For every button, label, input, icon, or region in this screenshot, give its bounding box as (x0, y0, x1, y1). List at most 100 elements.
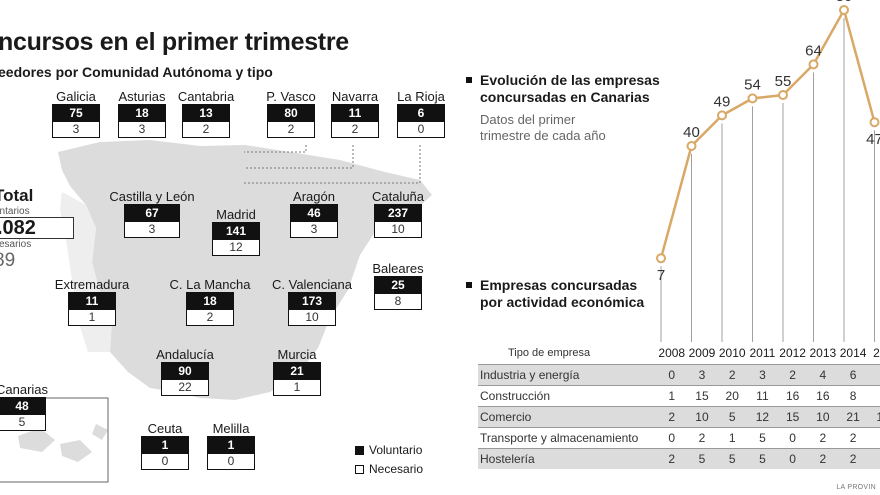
voluntario-count: 18 (186, 292, 234, 309)
row-header-label: Tipo de empresa (508, 346, 591, 359)
table-row: Hostelería25550223 (478, 447, 880, 469)
activity-table: Tipo de empresa 2008 2009 2010 2011 2012… (478, 342, 880, 469)
legend-item-voluntario: Voluntario (355, 443, 422, 457)
table-cell: 2 (777, 363, 808, 385)
table-cell: 20 (717, 384, 748, 406)
necesario-count: 0 (141, 453, 189, 470)
table-cell: 21 (837, 405, 869, 427)
table-cell: 0 (868, 426, 880, 448)
region-cantabria: Cantabria 13 2 (178, 89, 234, 138)
table-cell: 5 (717, 405, 748, 427)
line-chart-title: Evolución de las empresas concursadas en… (466, 72, 680, 106)
table-cell: 10 (868, 405, 880, 427)
region-cvalenciana: C. Valenciana 173 10 (272, 277, 352, 326)
voluntario-count: 75 (52, 104, 100, 121)
voluntario-count: 48 (0, 397, 46, 414)
data-label: 80 (836, 0, 853, 5)
voluntario-count: 46 (290, 204, 338, 221)
region-aragon: Aragón 46 3 (290, 189, 338, 238)
column-header: 201 (873, 345, 880, 360)
line-chart-title-text: Evolución de las empresas concursadas en… (480, 72, 660, 105)
region-name: Aragón (293, 189, 335, 204)
voluntario-count: 21 (273, 362, 321, 379)
table-row: Transporte y almacenamiento02150220 (478, 426, 880, 448)
table-header-row: Tipo de empresa 2008 2009 2010 2011 2012… (478, 342, 880, 364)
table-cell: 12 (747, 405, 778, 427)
total-necesarios-label: cesarios (0, 239, 32, 250)
data-point (747, 93, 758, 104)
table-cell: 3 (747, 363, 778, 385)
voluntario-count: 237 (374, 204, 422, 221)
legend-swatch-necesario (355, 465, 364, 475)
region-name: P. Vasco (266, 89, 316, 104)
table-cell: 10 (807, 405, 838, 427)
row-label: Industria y energía (478, 363, 657, 385)
column-header: 2013 (809, 345, 837, 360)
voluntario-count: 11 (331, 104, 379, 121)
data-label: 55 (775, 73, 792, 90)
page-title: ncursos en el primer trimestre (0, 28, 349, 56)
row-label: Transporte y almacenamiento (478, 426, 657, 448)
region-castillaleon: Castilla y León 67 3 (109, 189, 195, 238)
region-name: Cataluña (371, 189, 425, 204)
necesario-count: 3 (124, 221, 180, 238)
credit-text: LA PROVIN (836, 484, 876, 491)
legend-item-necesario: Necesario (355, 462, 423, 476)
table-cell: 5 (717, 447, 748, 469)
region-name: Melilla (212, 421, 250, 436)
table-cell: 4 (807, 363, 838, 385)
region-madrid: Madrid 141 12 (212, 207, 260, 256)
voluntario-count: 67 (124, 204, 180, 221)
necesario-count: 3 (118, 121, 166, 138)
bullet-icon (466, 77, 472, 83)
voluntario-count: 6 (397, 104, 445, 121)
voluntario-count: 13 (182, 104, 230, 121)
table-cell: 5 (686, 447, 718, 469)
total-block: Total untarios .082 cesarios 89 (0, 186, 78, 272)
region-cataluna: Cataluña 237 10 (372, 189, 424, 238)
voluntario-count: 80 (267, 104, 315, 121)
region-name: Castilla y León (109, 189, 195, 204)
voluntario-count: 173 (288, 292, 336, 309)
region-name: Asturias (118, 89, 166, 104)
region-name: C. La Mancha (169, 277, 251, 292)
larioja-leader-line (244, 145, 421, 184)
necesario-count: 2 (186, 309, 234, 326)
necesario-count: 10 (374, 221, 422, 238)
activity-table-body: Industria y energía03232463Construcción1… (478, 363, 880, 469)
necesario-count: 12 (212, 239, 260, 256)
line-chart-marks: 7 40 49 54 55 64 80 47 (656, 0, 880, 342)
total-necesarios-value: 89 (0, 250, 16, 271)
region-name: Cantabria (177, 89, 235, 104)
data-label: 47 (866, 131, 880, 148)
region-name: Murcia (277, 347, 317, 362)
canarias-inset-frame (0, 397, 109, 483)
table-cell: 3 (868, 447, 880, 469)
table-cell: 0 (656, 363, 687, 385)
data-point (656, 253, 666, 264)
table-cell: 2 (686, 426, 718, 448)
data-point (808, 59, 819, 70)
legend-label: Necesario (369, 462, 424, 476)
region-andalucia: Andalucía 90 22 (156, 347, 214, 396)
table-cell: 5 (747, 447, 778, 469)
region-ceuta: Ceuta 1 0 (141, 421, 189, 470)
column-header: 2009 (688, 345, 716, 360)
table-cell: 16 (777, 384, 808, 406)
region-galicia: Galicia 75 3 (52, 89, 100, 138)
table-cell: 8 (837, 384, 869, 406)
voluntario-count: 141 (212, 222, 260, 239)
table-cell: 2 (656, 405, 687, 427)
region-name: La Rioja (397, 89, 445, 104)
necesario-count: 3 (290, 221, 338, 238)
column-header: 2010 (718, 345, 746, 360)
total-voluntarios-label: untarios (0, 206, 30, 217)
table-cell: 11 (747, 384, 778, 406)
column-header: 2008 (658, 345, 686, 360)
necesario-count: 3 (52, 121, 100, 138)
table-cell: 2 (656, 447, 687, 469)
data-point (717, 110, 727, 121)
table-cell: 15 (686, 384, 718, 406)
region-extremadura: Extremadura 11 1 (55, 277, 129, 326)
